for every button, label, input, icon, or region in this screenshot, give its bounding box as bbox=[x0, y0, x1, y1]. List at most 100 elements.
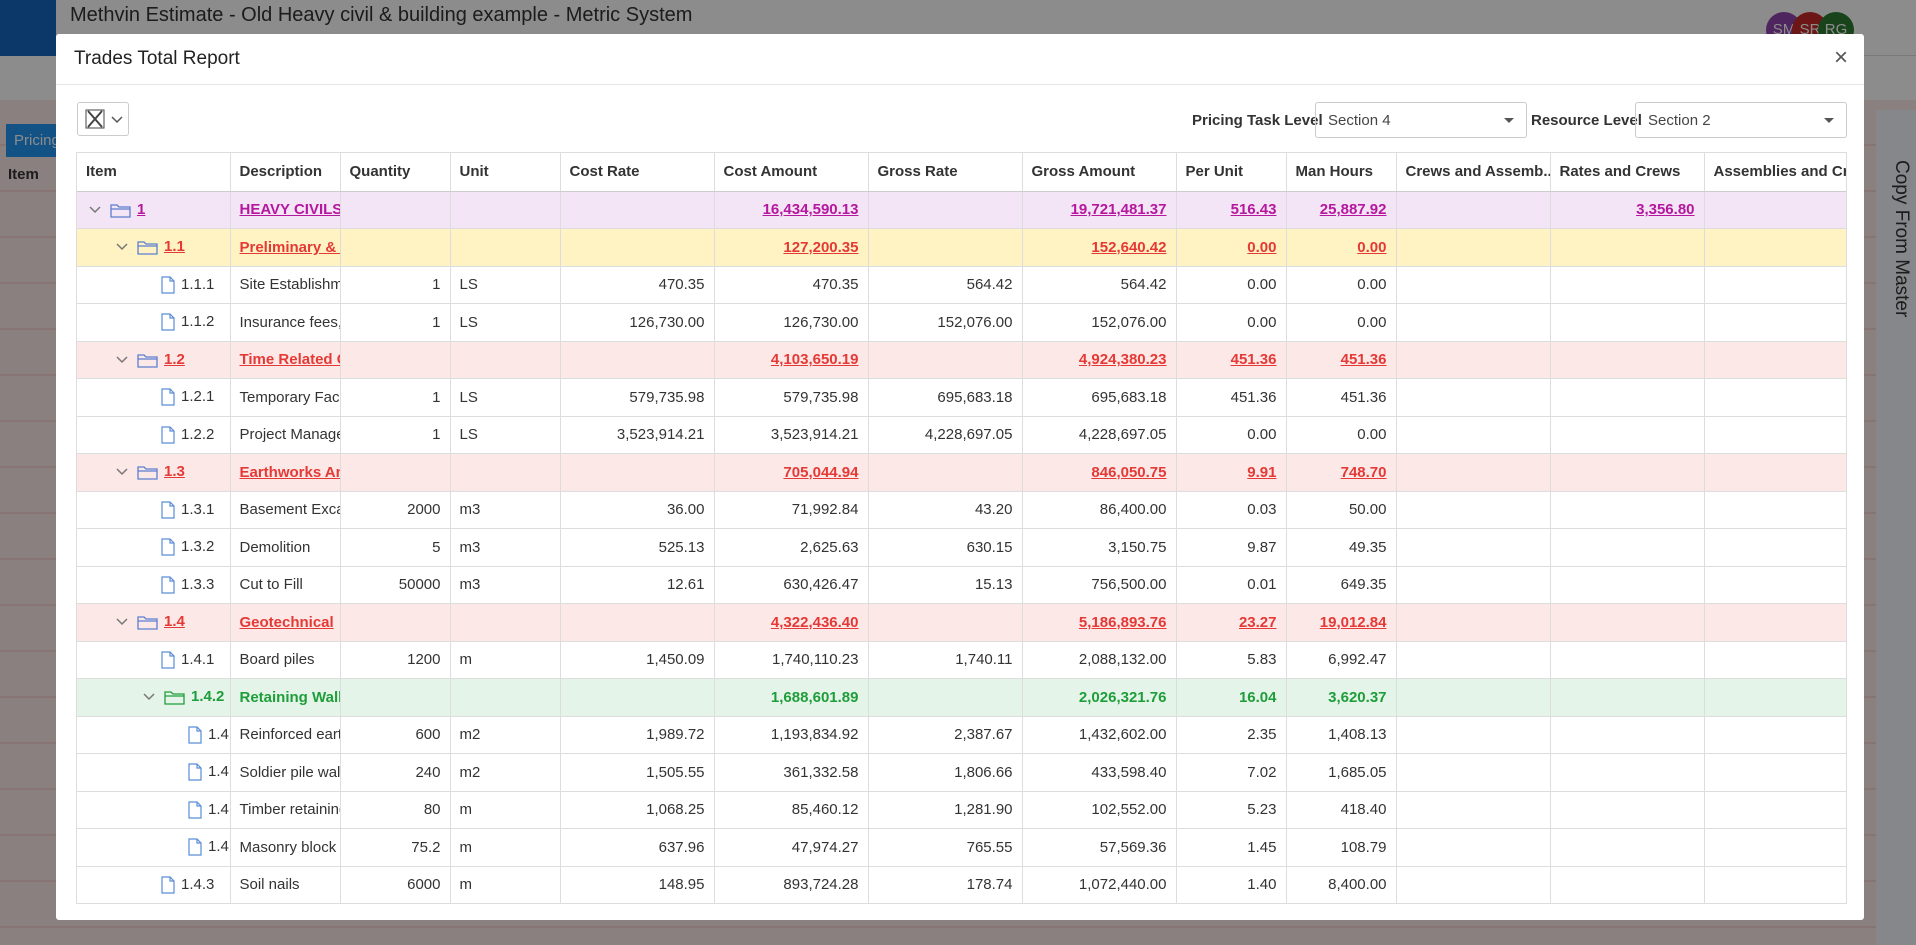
column-header[interactable]: Description bbox=[230, 153, 341, 192]
table-cell bbox=[1550, 828, 1705, 867]
table-cell bbox=[1704, 791, 1846, 829]
item-number[interactable]: 1 bbox=[137, 200, 146, 218]
cell-value[interactable]: 4,103,650.19 bbox=[770, 351, 859, 369]
column-header[interactable]: Quantity bbox=[340, 153, 451, 192]
cell-value[interactable]: 127,200.35 bbox=[783, 238, 859, 256]
table-cell: 71,992.84 bbox=[714, 491, 869, 529]
description: Reinforced earth bbox=[239, 726, 340, 744]
table-cell: 178.74 bbox=[868, 866, 1023, 903]
table-cell: 1.2 bbox=[77, 341, 231, 379]
cell-value[interactable]: 23.27 bbox=[1238, 613, 1277, 631]
table-cell bbox=[1396, 791, 1551, 829]
table-cell bbox=[1704, 716, 1846, 754]
table-cell: 85,460.12 bbox=[714, 791, 869, 829]
cell-value[interactable]: 152,640.42 bbox=[1091, 238, 1167, 256]
cell-value: 178.74 bbox=[966, 876, 1013, 894]
table-row: 1.4. Masonry block w 75.2 m 637.96 47,974.27 7… bbox=[77, 828, 1846, 867]
table-cell: 102,552.00 bbox=[1022, 791, 1177, 829]
cell-value: 75.2 bbox=[411, 838, 441, 856]
column-header[interactable]: Gross Rate bbox=[868, 153, 1023, 192]
cell-value: m3 bbox=[459, 538, 481, 556]
column-header[interactable]: Per Unit bbox=[1176, 153, 1287, 192]
table-cell: 564.42 bbox=[868, 266, 1023, 304]
item-number[interactable]: 1.3 bbox=[164, 463, 185, 481]
cell-value[interactable]: 705,044.94 bbox=[783, 463, 859, 481]
expand-toggle[interactable] bbox=[114, 463, 132, 481]
cell-value[interactable]: 0.00 bbox=[1247, 238, 1277, 256]
pricing-select[interactable]: Section 4 bbox=[1315, 102, 1527, 138]
cell-value: 2.35 bbox=[1247, 726, 1277, 744]
expand-toggle[interactable] bbox=[114, 613, 132, 631]
table-cell: 451.36 bbox=[1176, 378, 1287, 417]
table-cell bbox=[560, 453, 715, 492]
table-cell: 2,387.67 bbox=[868, 716, 1023, 754]
cell-value[interactable]: 25,887.92 bbox=[1319, 201, 1387, 219]
expand-toggle[interactable] bbox=[114, 351, 132, 369]
description[interactable]: Time Related Co bbox=[239, 351, 340, 369]
column-header[interactable]: Assemblies and Cr... bbox=[1704, 153, 1846, 192]
column-header[interactable]: Crews and Assemb... bbox=[1396, 153, 1551, 192]
side-tab[interactable]: Copy From Master bbox=[1891, 160, 1912, 318]
cell-value[interactable]: 19,721,481.37 bbox=[1070, 201, 1167, 219]
table-cell: 1 bbox=[340, 416, 451, 454]
table-cell: 1,806.66 bbox=[868, 753, 1023, 792]
description[interactable]: Earthworks And bbox=[239, 463, 340, 481]
description[interactable]: HEAVY CIVILS F bbox=[239, 201, 340, 219]
table-cell: 695,683.18 bbox=[868, 378, 1023, 417]
table-cell: 564.42 bbox=[1022, 266, 1177, 304]
column-header[interactable]: Cost Amount bbox=[714, 153, 869, 192]
resource-select[interactable]: Section 2 bbox=[1635, 102, 1847, 138]
column-header[interactable]: Unit bbox=[450, 153, 561, 192]
table-cell: 0.01 bbox=[1176, 566, 1287, 604]
item-number[interactable]: 1.4 bbox=[164, 613, 185, 631]
expand-toggle[interactable] bbox=[114, 238, 132, 256]
item-number: 1.4. bbox=[208, 838, 229, 856]
cell-value: 451.36 bbox=[1340, 388, 1387, 406]
table-cell bbox=[1704, 453, 1846, 492]
table-cell bbox=[1396, 416, 1551, 454]
column-header[interactable]: Man Hours bbox=[1286, 153, 1397, 192]
table-cell: 152,076.00 bbox=[868, 303, 1023, 342]
cell-value: 5.23 bbox=[1247, 801, 1277, 819]
table-cell bbox=[560, 341, 715, 379]
column-header: Item bbox=[8, 166, 39, 183]
cell-value: 579,735.98 bbox=[629, 388, 705, 406]
cell-value[interactable]: 16,434,590.13 bbox=[762, 201, 859, 219]
column-header[interactable]: Cost Rate bbox=[560, 153, 715, 192]
cell-value[interactable]: 9.91 bbox=[1247, 463, 1277, 481]
table-cell: 1.2.2 bbox=[77, 416, 231, 454]
description[interactable]: Geotechnical bbox=[239, 613, 334, 631]
expand-toggle[interactable] bbox=[87, 201, 105, 219]
expand-toggle[interactable] bbox=[141, 688, 159, 706]
table-cell: 126,730.00 bbox=[560, 303, 715, 342]
cell-value[interactable]: 451.36 bbox=[1230, 351, 1277, 369]
table-cell: 4,228,697.05 bbox=[868, 416, 1023, 454]
table-cell bbox=[1704, 866, 1846, 903]
cell-value: 47,974.27 bbox=[791, 838, 859, 856]
table-cell: 630.15 bbox=[868, 528, 1023, 567]
export-button[interactable] bbox=[77, 102, 129, 136]
cell-value[interactable]: 0.00 bbox=[1357, 238, 1387, 256]
folder-icon bbox=[137, 616, 158, 630]
logo[interactable] bbox=[0, 0, 56, 56]
item-number[interactable]: 1.2 bbox=[164, 350, 185, 368]
table-cell: 43.20 bbox=[868, 491, 1023, 529]
cell-value[interactable]: 4,322,436.40 bbox=[770, 613, 859, 631]
column-header[interactable]: Gross Amount bbox=[1022, 153, 1177, 192]
cell-value: 0.03 bbox=[1247, 501, 1277, 519]
cell-value[interactable]: 3,356.80 bbox=[1636, 201, 1695, 219]
description[interactable]: Preliminary & G bbox=[239, 238, 340, 256]
table-cell: 152,076.00 bbox=[1022, 303, 1177, 342]
close-button[interactable]: × bbox=[1833, 44, 1848, 71]
column-header[interactable]: Item bbox=[77, 153, 231, 192]
cell-value[interactable]: 846,050.75 bbox=[1091, 463, 1167, 481]
column-header[interactable]: Rates and Crews bbox=[1550, 153, 1705, 192]
cell-value[interactable]: 4,924,380.23 bbox=[1078, 351, 1167, 369]
cell-value[interactable]: 748.70 bbox=[1340, 463, 1387, 481]
cell-value[interactable]: 5,186,893.76 bbox=[1078, 613, 1167, 631]
cell-value[interactable]: 516.43 bbox=[1230, 201, 1277, 219]
cell-value[interactable]: 451.36 bbox=[1340, 351, 1387, 369]
item-number[interactable]: 1.1 bbox=[164, 238, 185, 256]
table-cell bbox=[1396, 491, 1551, 529]
cell-value[interactable]: 19,012.84 bbox=[1319, 613, 1387, 631]
